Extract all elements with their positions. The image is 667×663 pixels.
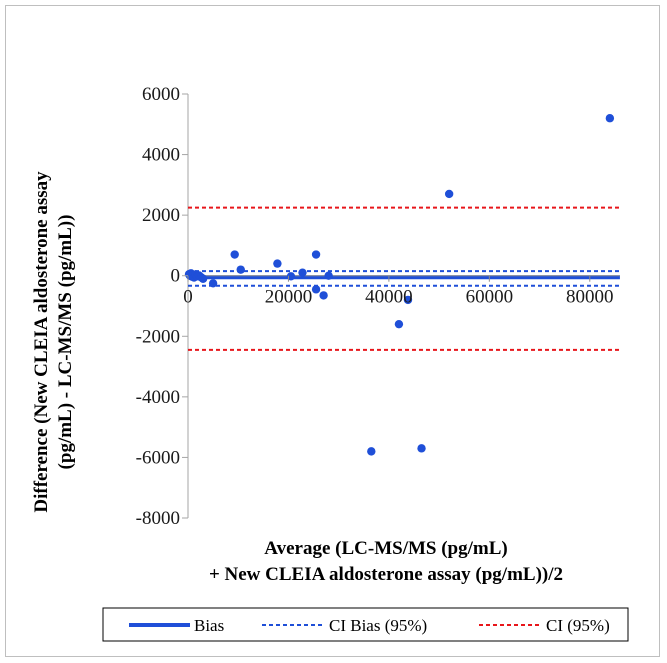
x-axis-title-line-2: + New CLEIA aldosterone assay (pg/mL))/2 [209, 564, 563, 585]
data-point-23 [394, 319, 404, 329]
y-tick-label-1: 6000 [142, 84, 180, 105]
legend-box [102, 607, 629, 642]
y-tick-label-6: -4000 [136, 387, 180, 408]
data-point-21 [324, 271, 333, 280]
data-point-13 [230, 250, 239, 259]
data-point-18 [311, 250, 321, 259]
x-axis-title-line-1: Average (LC-MS/MS (pg/mL) [264, 538, 507, 559]
data-point-22 [367, 447, 376, 456]
y-tick-label-7: -6000 [136, 447, 180, 468]
data-point-26 [444, 189, 454, 199]
y-tick-label-2: 4000 [142, 145, 180, 166]
x-tick-label-4: 60000 [466, 287, 514, 308]
chart-frame [5, 5, 660, 657]
y-axis-title-line-2: (pg/mL) - LC-MS/MS (pg/mL)) [55, 215, 76, 470]
x-tick-label-5: 80000 [566, 287, 614, 308]
data-point-17 [298, 268, 307, 277]
x-tick-label-3: 40000 [365, 287, 413, 308]
data-point-12 [208, 279, 218, 288]
x-axis-ticks: 0 20000 40000 60000 80000 [183, 275, 614, 308]
y-axis-title-line-1: Difference (New CLEIA aldosterone assay [31, 171, 52, 513]
data-point-14 [236, 265, 245, 274]
data-point-25 [417, 444, 426, 453]
legend-label-ci-bias: CI Bias (95%) [329, 616, 427, 635]
data-point-19 [311, 285, 321, 294]
legend-label-bias: Bias [194, 616, 224, 635]
x-tick-label-2: 20000 [265, 287, 313, 308]
y-tick-label-4: 0 [171, 266, 181, 287]
data-point-24 [403, 295, 413, 305]
data-points [184, 114, 615, 456]
x-tick-label-1: 0 [183, 287, 193, 308]
data-point-15 [273, 259, 282, 268]
data-point-11 [198, 274, 208, 283]
y-tick-label-8: -8000 [136, 508, 180, 529]
data-point-20 [319, 291, 328, 300]
plot-lines [187, 94, 620, 518]
y-tick-label-5: -2000 [136, 326, 180, 347]
y-axis-ticks: 6000 4000 2000 0 -2000 -4000 -6000 -8000 [136, 84, 188, 529]
y-tick-label-3: 2000 [142, 205, 180, 226]
data-point-27 [605, 114, 615, 123]
legend: Bias CI Bias (95%) CI (95%) [102, 607, 629, 642]
legend-label-ci: CI (95%) [546, 616, 610, 635]
